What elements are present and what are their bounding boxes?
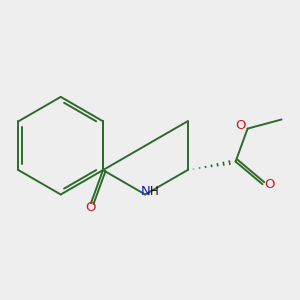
Text: O: O: [236, 119, 246, 132]
Text: O: O: [264, 178, 274, 191]
Text: O: O: [86, 202, 96, 214]
Text: H: H: [150, 184, 159, 198]
Text: N: N: [140, 184, 150, 198]
